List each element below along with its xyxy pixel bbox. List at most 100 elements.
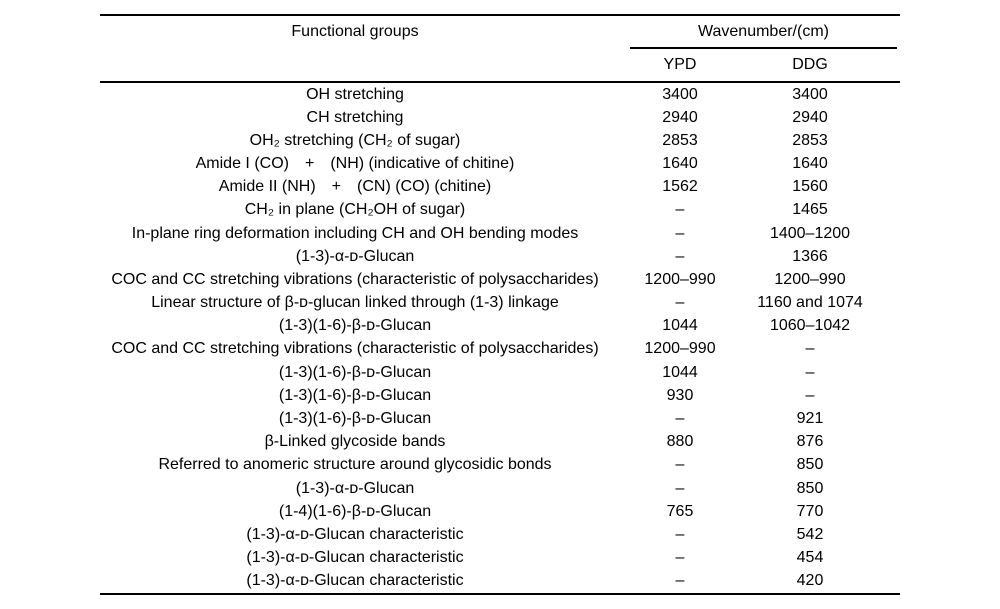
ddg-value-cell: 1400–1200: [769, 224, 851, 242]
functional-group-cell: CH stretching: [306, 108, 404, 126]
ddg-value-cell: 2940: [792, 108, 828, 126]
ddg-value-cell: 850: [796, 456, 824, 474]
functional-group-cell: (1-3)-α-ᴅ-Glucan characteristic: [246, 525, 464, 543]
functional-group-cell: (1-4)(1-6)-β-ᴅ-Glucan: [278, 502, 432, 520]
table-row: CH stretching 2940 2940: [100, 106, 900, 129]
ddg-value-cell: –: [805, 363, 815, 381]
functional-group-cell: OH stretching: [306, 85, 404, 103]
ypd-value-cell: 2940: [662, 108, 698, 126]
ddg-value-cell: 770: [796, 502, 824, 520]
wavenumber-table: Functional groups Wavenumber/(cm) YPD DD…: [100, 14, 900, 595]
functional-group-cell: (1-3)(1-6)-β-ᴅ-Glucan: [278, 363, 432, 381]
ddg-value-cell: 1640: [792, 155, 828, 173]
bottom-rule: [100, 593, 900, 595]
ypd-value-cell: –: [675, 456, 685, 474]
table-row: (1-3)-α-ᴅ-Glucan characteristic – 542: [100, 523, 900, 546]
ddg-value-cell: 2853: [792, 131, 828, 149]
ddg-value-cell: 1560: [792, 178, 828, 196]
ddg-value-cell: 3400: [792, 85, 828, 103]
ypd-value-cell: 2853: [662, 131, 698, 149]
functional-group-cell: Linear structure of β-ᴅ-glucan linked th…: [151, 294, 559, 312]
top-rule: [100, 14, 900, 16]
ypd-value-cell: –: [675, 479, 685, 497]
ypd-value-cell: –: [675, 572, 685, 590]
functional-group-cell: Amide I (CO) + (NH) (indicative of chiti…: [195, 155, 515, 173]
ypd-value-cell: 3400: [662, 85, 698, 103]
table-row: OH₂ stretching (CH₂ of sugar) 2853 2853: [100, 129, 900, 152]
functional-group-cell: Referred to anomeric structure around gl…: [158, 456, 552, 474]
table-row: Amide I (CO) + (NH) (indicative of chiti…: [100, 153, 900, 176]
ypd-value-cell: 765: [666, 502, 694, 520]
ddg-value-cell: –: [805, 340, 815, 358]
functional-group-cell: Amide II (NH) + (CN) (CO) (chitine): [218, 178, 492, 196]
functional-group-cell: (1-3)-α-ᴅ-Glucan: [295, 479, 415, 497]
functional-group-cell: (1-3)-α-ᴅ-Glucan: [295, 247, 415, 265]
ddg-value-cell: 850: [796, 479, 824, 497]
ypd-value-cell: 1562: [662, 178, 698, 196]
table-row: (1-3)(1-6)-β-ᴅ-Glucan 1044 1060–1042: [100, 315, 900, 338]
ypd-value-cell: –: [675, 294, 685, 312]
table-row: (1-3)(1-6)-β-ᴅ-Glucan 930 –: [100, 384, 900, 407]
table-row: In-plane ring deformation including CH a…: [100, 222, 900, 245]
table-row: Linear structure of β-ᴅ-glucan linked th…: [100, 292, 900, 315]
header-spacer: [100, 49, 610, 81]
table-row: CH₂ in plane (CH₂OH of sugar) – 1465: [100, 199, 900, 222]
table-header-row-2: YPD DDG: [100, 49, 900, 81]
table-row: (1-3)-α-ᴅ-Glucan characteristic – 454: [100, 546, 900, 569]
ypd-value-cell: 1044: [662, 363, 698, 381]
table-header-row-1: Functional groups Wavenumber/(cm): [100, 16, 900, 47]
ypd-value-cell: 1044: [662, 317, 698, 335]
wavenumber-group-header: Wavenumber/(cm): [698, 23, 829, 40]
ypd-value-cell: –: [675, 549, 685, 567]
functional-group-cell: COC and CC stretching vibrations (charac…: [111, 270, 599, 288]
functional-group-cell: (1-3)(1-6)-β-ᴅ-Glucan: [278, 317, 432, 335]
header-rule: [100, 81, 900, 83]
ddg-value-cell: 1465: [792, 201, 828, 219]
functional-group-cell: COC and CC stretching vibrations (charac…: [111, 340, 599, 358]
functional-group-cell: OH₂ stretching (CH₂ of sugar): [249, 131, 461, 149]
table-row: OH stretching 3400 3400: [100, 83, 900, 106]
ddg-value-cell: 454: [796, 549, 824, 567]
ypd-value-cell: 1640: [662, 155, 698, 173]
ddg-value-cell: 1200–990: [774, 270, 846, 288]
functional-group-cell: β-Linked glycoside bands: [264, 433, 446, 451]
ddg-value-cell: 1366: [792, 247, 828, 265]
table-row: (1-3)(1-6)-β-ᴅ-Glucan – 921: [100, 407, 900, 430]
ypd-value-cell: 930: [666, 386, 694, 404]
functional-group-cell: In-plane ring deformation including CH a…: [131, 224, 579, 242]
ypd-value-cell: –: [675, 525, 685, 543]
table-row: (1-3)-α-ᴅ-Glucan – 1366: [100, 245, 900, 268]
ddg-value-cell: 542: [796, 525, 824, 543]
wavenumber-underline: [630, 47, 897, 49]
ypd-value-cell: –: [675, 224, 685, 242]
ypd-value-cell: 880: [666, 433, 694, 451]
ddg-value-cell: 921: [796, 409, 824, 427]
ddg-column-header: DDG: [792, 56, 828, 73]
ypd-value-cell: –: [675, 247, 685, 265]
table-row: (1-3)(1-6)-β-ᴅ-Glucan 1044 –: [100, 361, 900, 384]
ypd-value-cell: –: [675, 409, 685, 427]
ddg-value-cell: –: [805, 386, 815, 404]
table-row: Amide II (NH) + (CN) (CO) (chitine) 1562…: [100, 176, 900, 199]
table-row: (1-3)-α-ᴅ-Glucan – 850: [100, 477, 900, 500]
ddg-value-cell: 876: [796, 433, 824, 451]
functional-group-cell: (1-3)-α-ᴅ-Glucan characteristic: [246, 572, 464, 590]
ypd-column-header: YPD: [663, 56, 697, 73]
table-body: OH stretching 3400 3400 CH stretching 29…: [100, 83, 900, 593]
functional-group-cell: CH₂ in plane (CH₂OH of sugar): [244, 201, 466, 219]
table-row: COC and CC stretching vibrations (charac…: [100, 338, 900, 361]
functional-group-cell: (1-3)(1-6)-β-ᴅ-Glucan: [278, 386, 432, 404]
table-row: (1-3)-α-ᴅ-Glucan characteristic – 420: [100, 570, 900, 593]
table-row: (1-4)(1-6)-β-ᴅ-Glucan 765 770: [100, 500, 900, 523]
wavenumber-underline-row: [100, 47, 900, 49]
table-row: β-Linked glycoside bands 880 876: [100, 431, 900, 454]
ddg-value-cell: 1160 and 1074: [757, 294, 863, 312]
functional-groups-header: Functional groups: [291, 23, 419, 40]
table-row: COC and CC stretching vibrations (charac…: [100, 268, 900, 291]
ypd-value-cell: 1200–990: [644, 270, 716, 288]
ddg-value-cell: 420: [796, 572, 824, 590]
ddg-value-cell: 1060–1042: [769, 317, 851, 335]
ypd-value-cell: 1200–990: [644, 340, 716, 358]
ypd-value-cell: –: [675, 201, 685, 219]
